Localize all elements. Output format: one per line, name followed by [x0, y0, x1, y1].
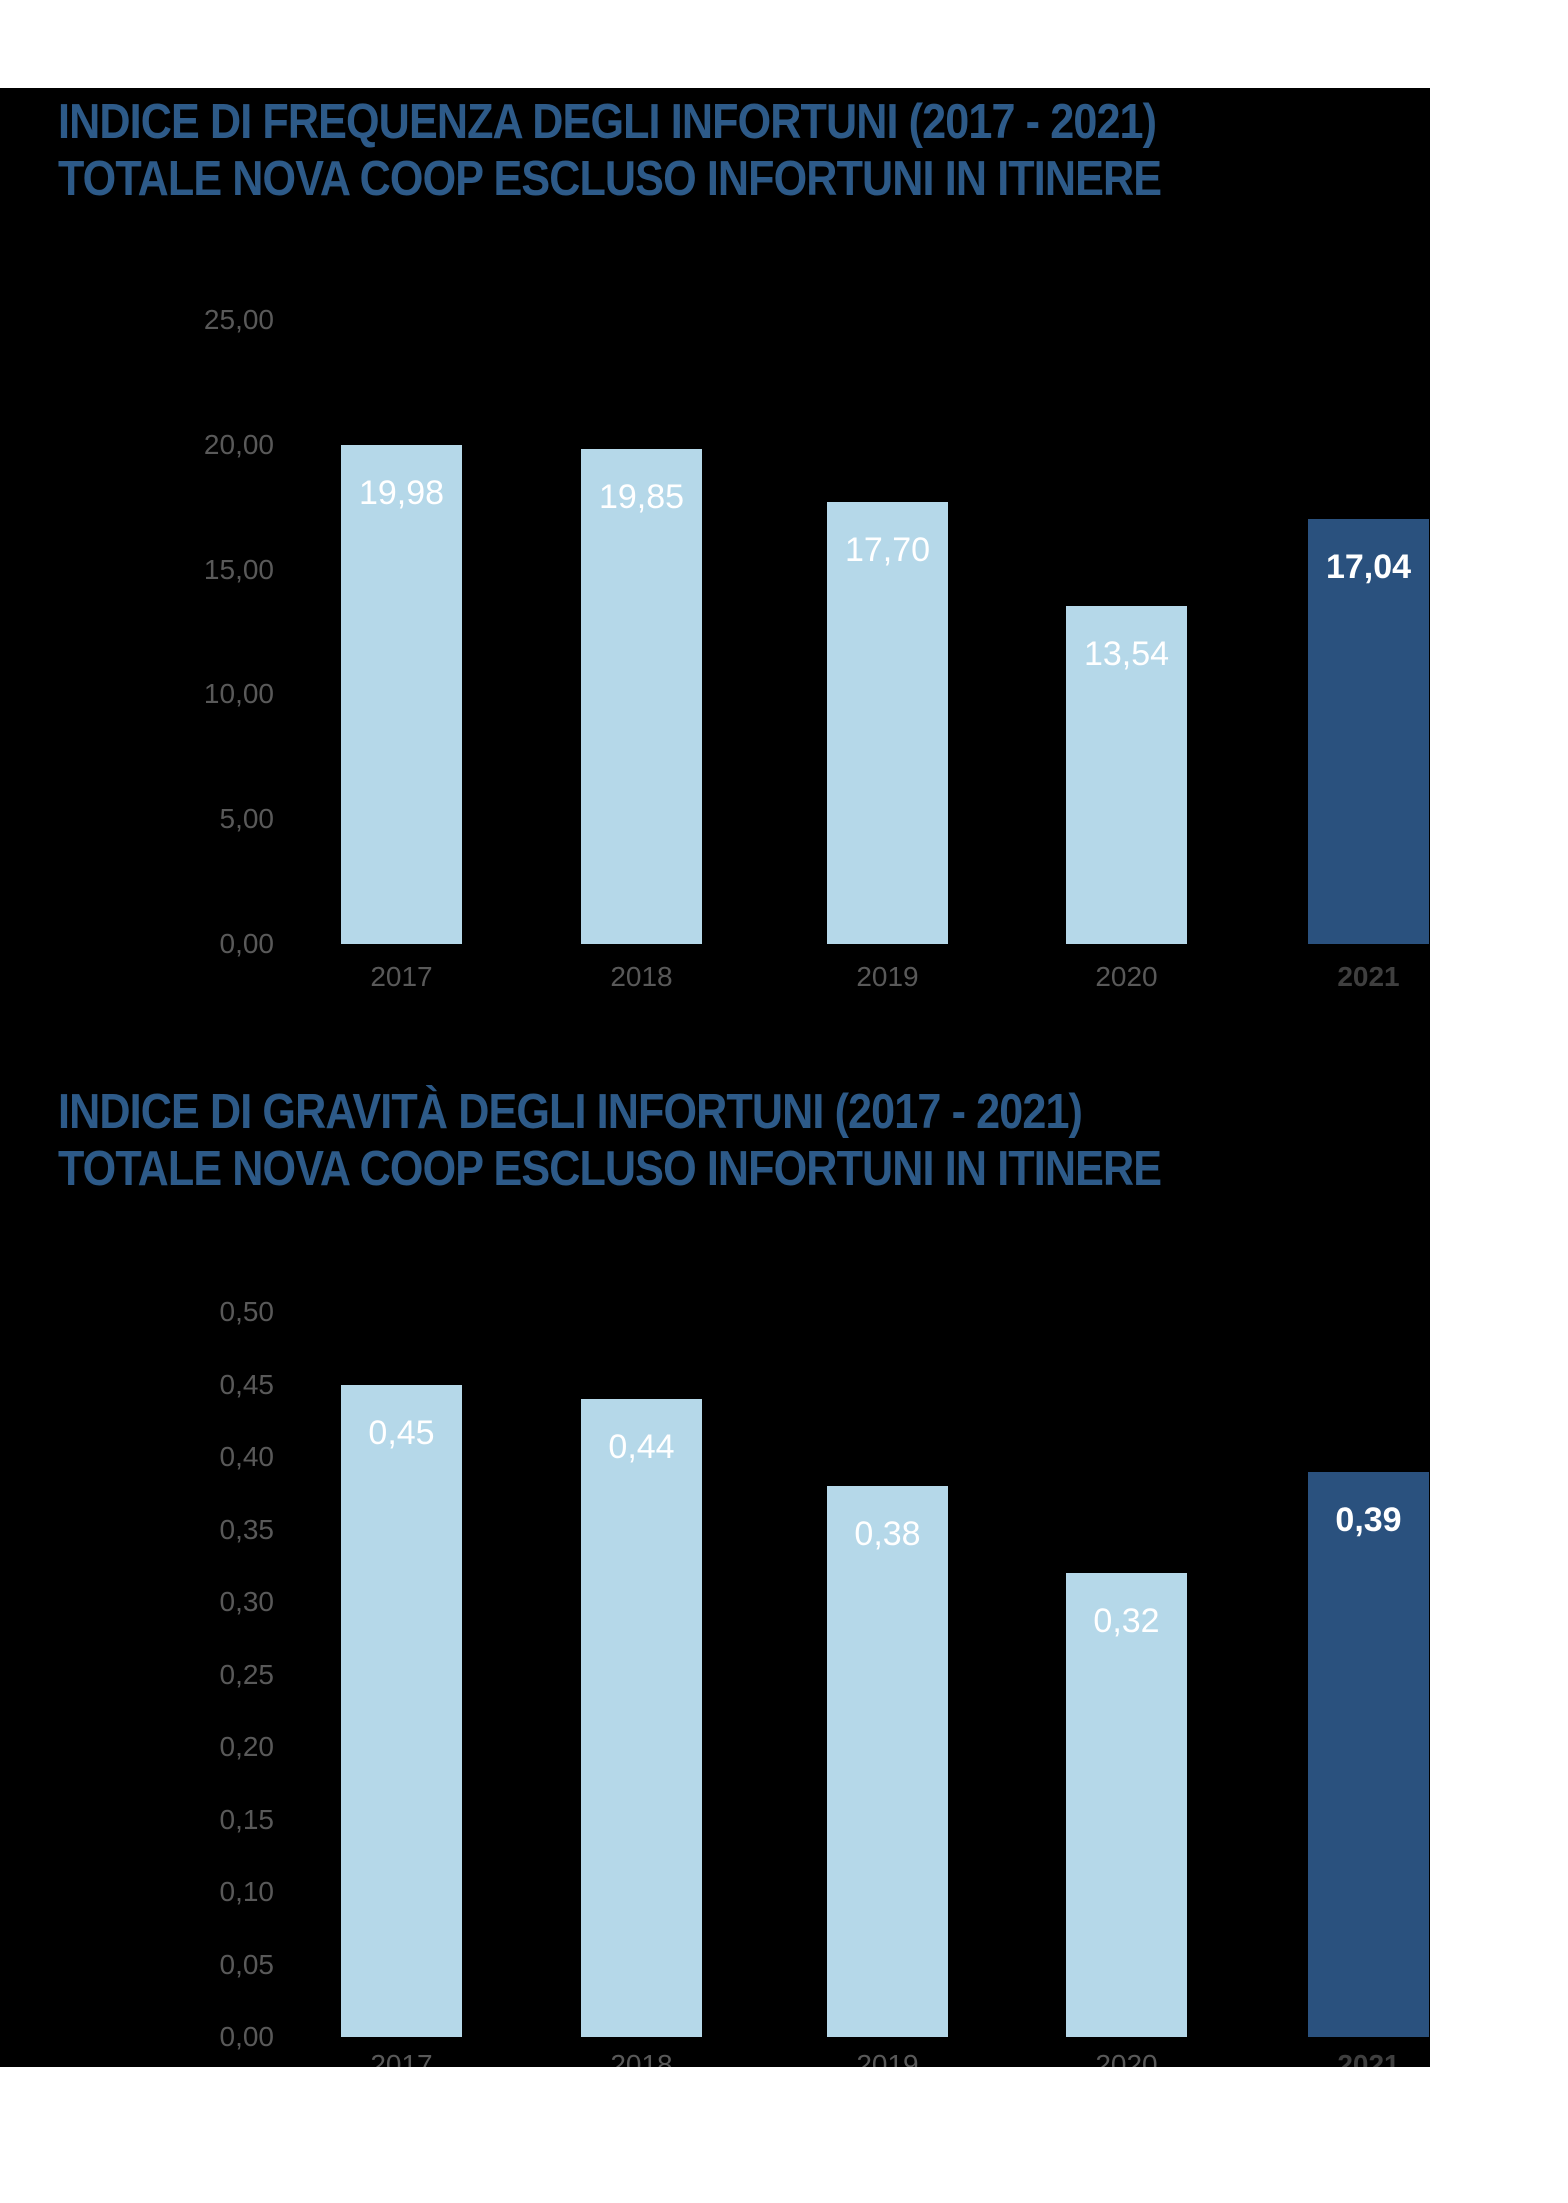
bar-2017: 0,45	[341, 1384, 462, 2037]
x-axis-year-label: 2020	[1095, 2049, 1158, 2067]
x-axis-year-label: 2017	[370, 961, 433, 992]
y-axis-tick-label: 0,10	[219, 1876, 275, 1907]
y-axis-tick-label: 0,00	[219, 928, 275, 959]
x-axis-year-label: 2019	[856, 961, 919, 992]
y-axis-tick-label: 0,05	[219, 1948, 275, 1980]
x-axis-year-label: 2020	[1095, 961, 1158, 992]
x-axis-year-label: 2018	[610, 2049, 673, 2067]
y-axis-tick-label: 0,40	[219, 1441, 275, 1472]
y-axis-tick-label: 0,30	[219, 1586, 275, 1617]
y-axis-tick-label: 0,50	[219, 1296, 275, 1327]
y-axis-tick-label: 10,00	[203, 678, 274, 710]
bar-2018: 0,44	[581, 1399, 702, 2037]
bar-value-label: 0,39	[1335, 1500, 1402, 1539]
y-axis-tick-label: 25,00	[203, 304, 274, 335]
bar-value-label: 19,85	[598, 477, 685, 516]
y-axis-tick-label: 0,35	[219, 1513, 275, 1545]
y-axis-tick-label: 0,20	[219, 1731, 275, 1762]
x-axis-year-label: 2021	[1337, 2049, 1400, 2067]
bar-2017: 19,98	[341, 445, 462, 944]
x-axis-year-label: 2021	[1337, 961, 1400, 992]
bar-2020: 0,32	[1066, 1573, 1187, 2037]
chart1-title-line2: TOTALE NOVA COOP ESCLUSO INFORTUNI IN IT…	[58, 152, 1162, 206]
chart2-title-line2: TOTALE NOVA COOP ESCLUSO INFORTUNI IN IT…	[58, 1142, 1162, 1196]
charts-background-canvas: INDICE DI FREQUENZA DEGLI INFORTUNI (201…	[0, 88, 1430, 2067]
y-axis-tick-label: 15,00	[203, 553, 274, 585]
chart1-title-line1: INDICE DI FREQUENZA DEGLI INFORTUNI (201…	[58, 95, 1157, 149]
y-axis-tick-label: 0,00	[219, 2021, 275, 2052]
bar-value-label: 0,45	[368, 1413, 435, 1452]
bar-2019: 0,38	[827, 1486, 948, 2037]
bar-2020: 13,54	[1066, 606, 1187, 944]
bar-value-label: 0,44	[608, 1428, 675, 1466]
x-axis-year-label: 2018	[610, 961, 673, 992]
bar-value-label: 0,32	[1093, 1602, 1160, 1640]
chart2-title-line1: INDICE DI GRAVITÀ DEGLI INFORTUNI (2017 …	[58, 1085, 1083, 1139]
x-axis-year-label: 2017	[370, 2049, 433, 2067]
bar-2018: 19,85	[581, 448, 702, 944]
bar-2019: 17,70	[827, 502, 948, 944]
y-axis-tick-label: 0,45	[219, 1368, 275, 1400]
bar-2021: 0,39	[1308, 1471, 1429, 2037]
bar-value-label: 17,04	[1325, 547, 1412, 586]
bar-value-label: 13,54	[1083, 635, 1170, 674]
y-axis-tick-label: 0,15	[219, 1803, 275, 1835]
bar-value-label: 17,70	[844, 531, 931, 570]
y-axis-tick-label: 5,00	[219, 803, 275, 835]
bar-2021: 17,04	[1308, 518, 1429, 944]
bar-value-label: 19,98	[358, 474, 445, 513]
y-axis-tick-label: 0,25	[219, 1658, 275, 1690]
bar-value-label: 0,38	[854, 1515, 921, 1553]
y-axis-tick-label: 20,00	[203, 428, 274, 460]
x-axis-year-label: 2019	[856, 2049, 919, 2067]
